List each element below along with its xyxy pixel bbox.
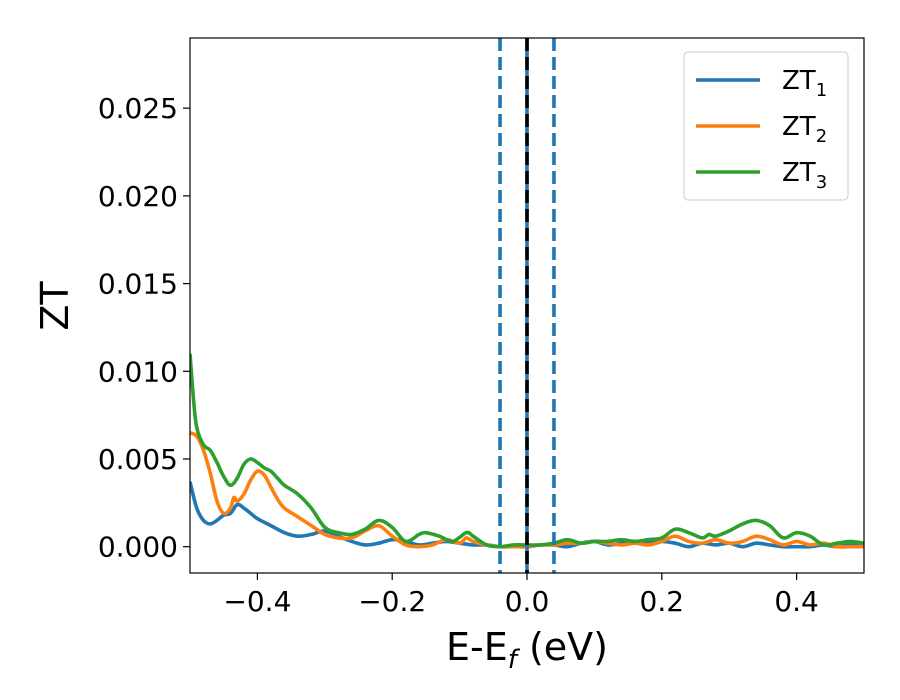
legend: ZT1 ZT2 ZT3 xyxy=(683,51,849,201)
x-axis-label-main: E-E xyxy=(446,625,508,669)
series-layer xyxy=(190,353,864,549)
x-tick-label: 0.4 xyxy=(774,585,819,618)
reference-lines xyxy=(498,38,556,573)
y-axis: 0.000 0.005 0.010 0.015 0.020 0.025 xyxy=(98,92,190,564)
legend-label-zt1: ZT1 xyxy=(782,66,827,101)
y-axis-label: ZT xyxy=(33,281,77,331)
legend-label-zt3: ZT3 xyxy=(782,158,827,193)
x-axis: −0.4 −0.2 0.0 0.2 0.4 xyxy=(223,573,819,618)
series-line-zt2 xyxy=(190,430,864,549)
x-tick-label: 0.2 xyxy=(640,585,685,618)
y-tick-label: 0.015 xyxy=(98,268,178,301)
legend-box xyxy=(683,51,849,201)
y-tick-label: 0.025 xyxy=(98,92,178,125)
x-tick-label: 0.0 xyxy=(505,585,550,618)
y-tick-label: 0.005 xyxy=(98,443,178,476)
y-tick-label: 0.020 xyxy=(98,180,178,213)
x-axis-label-unit: (eV) xyxy=(517,625,608,669)
legend-label-zt2: ZT2 xyxy=(782,112,827,147)
x-tick-label: −0.2 xyxy=(358,585,426,618)
x-axis-label: E-Ef (eV) xyxy=(446,625,608,675)
y-tick-label: 0.000 xyxy=(98,531,178,564)
series-line-zt3 xyxy=(190,353,864,549)
y-tick-label: 0.010 xyxy=(98,355,178,388)
x-tick-label: −0.4 xyxy=(223,585,291,618)
